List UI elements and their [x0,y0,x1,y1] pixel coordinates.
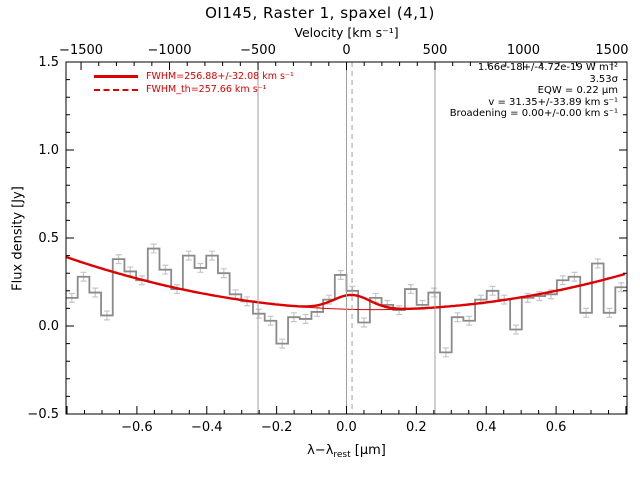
velocity-value: v = 31.35+/-33.89 km s⁻¹ [488,96,618,108]
velocity-tick-label: −1000 [148,43,192,58]
legend-item-fwhm-th: FWHM_th=257.66 km s⁻¹ [94,83,294,96]
x-tick-label: −0.4 [191,420,223,435]
legend-fwhm-th-label: FWHM_th=257.66 km s⁻¹ [146,84,267,95]
axis-ticks [66,61,627,415]
fit-results: 1.66e-18+/-4.72e-19 W m⁻² 3.53σ EQW = 0.… [450,62,618,120]
line-flux-value: 1.66e-18+/-4.72e-19 W m⁻² [477,62,618,73]
velocity-tick-label: 0 [342,43,350,58]
detection-sigma: 3.53σ [589,73,618,85]
top-axis-label: Velocity [km s⁻¹] [294,25,399,40]
dashed-red-line-sample [94,88,138,91]
velocity-tick-label: −500 [240,43,276,58]
continuum-fit-line [65,256,626,311]
plot-title: OI145, Raster 1, spaxel (4,1) [205,4,435,22]
x-axis-label: λ−λrest [μm] [66,443,627,460]
x-axis-label-main: λ−λ [307,443,334,458]
legend-item-fwhm: FWHM=256.88+/-32.08 km s⁻¹ [94,70,294,83]
y-tick-label: −0.5 [27,407,59,422]
x-axis-label-subscript: rest [333,450,351,460]
velocity-tick-label: 1500 [595,43,628,58]
x-axis-label-unit: [μm] [350,443,386,458]
fit-legend: FWHM=256.88+/-32.08 km s⁻¹ FWHM_th=257.6… [94,70,294,96]
gaussian-fit-line [65,255,626,310]
broadening-value: Broadening = 0.00+/-0.00 km s⁻¹ [449,108,618,119]
y-tick-label: 1.5 [38,55,59,70]
equivalent-width: EQW = 0.22 μm [537,85,618,96]
y-axis-label: Flux density [Jy] [10,186,26,291]
x-tick-label: −0.6 [121,420,153,435]
x-tick-label: 0.2 [406,420,427,435]
y-tick-label: 1.0 [38,143,59,158]
solid-red-line-sample [94,75,138,78]
velocity-tick-label: −1500 [59,43,103,58]
y-tick-label: 0.0 [38,319,59,334]
x-tick-label: 0.0 [336,420,357,435]
velocity-tick-label: 1000 [507,43,540,58]
x-tick-label: 0.4 [476,420,497,435]
velocity-tick-label: 500 [423,43,448,58]
x-tick-label: 0.6 [546,420,567,435]
x-tick-label: −0.2 [261,420,293,435]
y-tick-label: 0.5 [38,231,59,246]
legend-fwhm-label: FWHM=256.88+/-32.08 km s⁻¹ [146,71,294,82]
